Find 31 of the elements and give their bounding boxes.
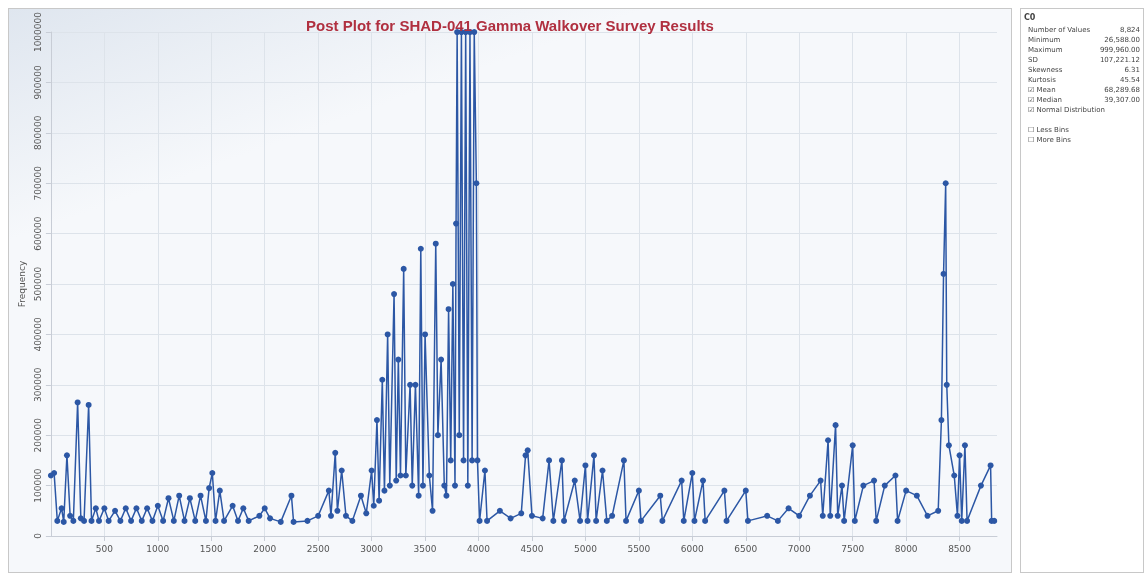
y-axis-title: Frequency (16, 260, 27, 308)
x-tick-label: 4500 (520, 543, 544, 554)
x-tick-label: 5000 (573, 543, 598, 554)
y-tick-label: 300000 (33, 367, 44, 402)
x-tick-label: 1000 (146, 543, 170, 554)
y-tick-label: 700000 (33, 165, 44, 201)
y-tick-label: 800000 (33, 115, 44, 151)
y-tick-label: 200000 (33, 417, 44, 453)
y-tick-label: 100000 (33, 468, 44, 503)
x-tick-label: 5500 (627, 543, 651, 554)
x-tick-label: 8500 (948, 543, 972, 554)
y-tick-label: 500000 (33, 266, 44, 302)
text: C0 (1024, 13, 1037, 22)
y-tick-label: 1000000 (33, 11, 44, 53)
x-tick-label: 500 (95, 543, 114, 554)
y-tick-label: 900000 (33, 64, 44, 100)
x-tick-label: 6500 (734, 543, 758, 554)
y-tick-label: 0 (33, 532, 44, 539)
x-tick-label: 2500 (306, 543, 330, 554)
y-tick-label: 400000 (33, 316, 44, 352)
x-tick-label: 7000 (787, 543, 811, 554)
x-tick-label: 3000 (360, 543, 384, 554)
x-tick-label: 4000 (467, 543, 491, 554)
y-tick-label: 600000 (33, 216, 44, 251)
x-tick-label: 6000 (680, 543, 705, 554)
x-tick-label: 3500 (413, 543, 437, 554)
x-tick-label: 2000 (253, 543, 277, 554)
x-tick-label: 7500 (841, 543, 865, 554)
x-tick-label: 8000 (894, 543, 918, 554)
chart-title: Post Plot for SHAD-041 Gamma Walkover Survey Results (306, 17, 714, 34)
x-tick-label: 1500 (199, 543, 223, 554)
